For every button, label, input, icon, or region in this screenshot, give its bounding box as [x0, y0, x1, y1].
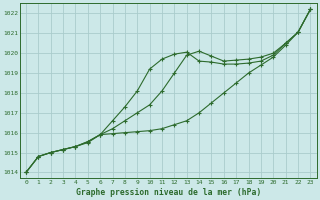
X-axis label: Graphe pression niveau de la mer (hPa): Graphe pression niveau de la mer (hPa): [76, 188, 261, 197]
